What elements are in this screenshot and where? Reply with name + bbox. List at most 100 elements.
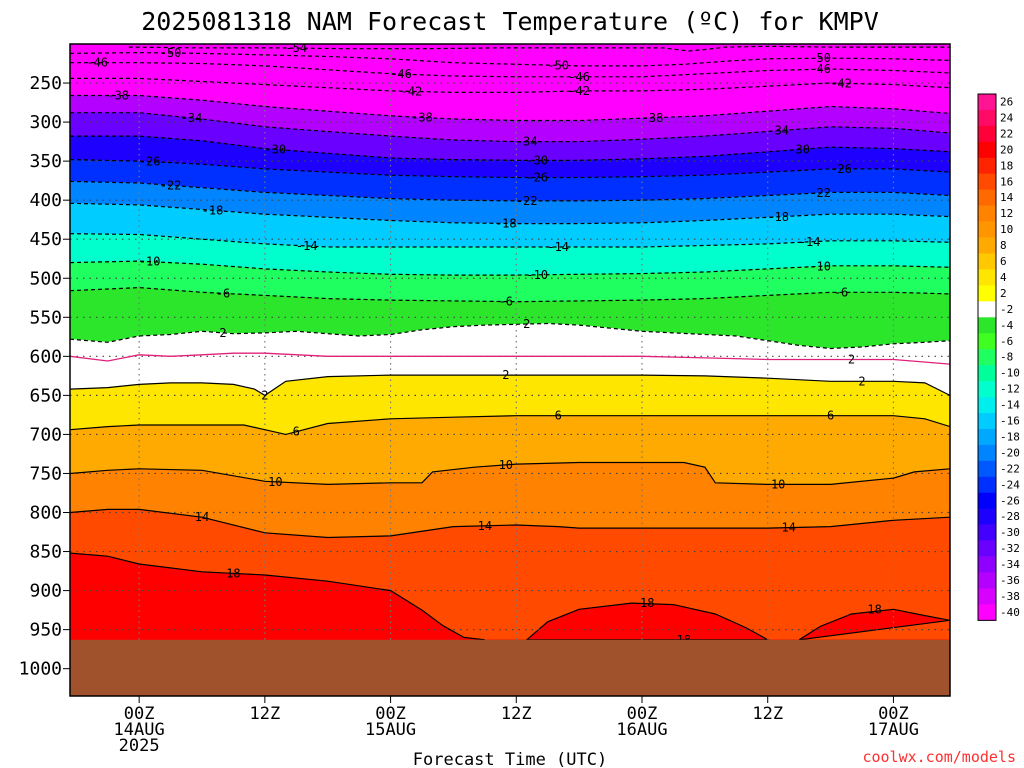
y-tick-label: 950 xyxy=(29,620,62,641)
isotherm-line xyxy=(128,45,950,52)
isotherm-label: 2 xyxy=(502,368,509,382)
colorbar-label: 26 xyxy=(1000,96,1013,109)
isotherm-label: -10 xyxy=(526,268,548,282)
colorbar-swatch xyxy=(978,221,996,238)
colorbar-label: -10 xyxy=(1000,367,1020,380)
colorbar-label: 10 xyxy=(1000,223,1013,236)
isotherm-label: 14 xyxy=(781,521,795,535)
isotherm-label: 6 xyxy=(293,425,300,439)
isotherm-label: 2 xyxy=(261,388,268,402)
colorbar-swatch xyxy=(978,173,996,190)
y-tick-label: 450 xyxy=(29,229,62,250)
colorbar-swatch xyxy=(978,540,996,557)
isotherm-label: -14 xyxy=(547,240,569,254)
colorbar-swatch xyxy=(978,556,996,573)
isotherm-label: 2 xyxy=(858,374,865,388)
y-tick-label: 550 xyxy=(29,307,62,328)
colorbar-label: -26 xyxy=(1000,494,1020,507)
isotherm-label: -18 xyxy=(202,203,224,217)
colorbar-swatch xyxy=(978,508,996,525)
isotherm-label: -50 xyxy=(547,58,569,72)
isotherm-label: 10 xyxy=(499,458,513,472)
plot-area: -54-50-50-50-46-46 -46-46-42 -42-42-38-38-… xyxy=(69,41,951,697)
colorbar-label: 22 xyxy=(1000,127,1013,140)
isotherm-label: 2 xyxy=(523,317,530,331)
colorbar-label: -14 xyxy=(1000,399,1020,412)
colorbar-swatch xyxy=(978,125,996,143)
colorbar-label: 12 xyxy=(1000,207,1013,220)
isotherm-label: 18 xyxy=(226,566,240,580)
colorbar-swatch xyxy=(978,397,996,414)
colorbar-label: -8 xyxy=(1000,351,1013,364)
isotherm-line xyxy=(70,322,950,350)
colorbar: 26 24 22 20 18 16 14 12 10 8 6 4 2 -2 -4 -6 -8 -10 -12 -14 -… xyxy=(977,93,1020,621)
x-tick-label: 12Z xyxy=(501,704,532,724)
colorbar-frame xyxy=(977,93,997,621)
isotherm-label: -38 xyxy=(107,89,129,103)
colorbar-label: -36 xyxy=(1000,574,1020,587)
colorbar-label: -30 xyxy=(1000,526,1020,539)
colorbar-swatch xyxy=(978,333,996,350)
isotherm-label: -42 xyxy=(830,76,852,90)
isotherm-label: -30 xyxy=(526,153,548,167)
colorbar-swatch xyxy=(978,413,996,430)
colorbar-swatch xyxy=(978,237,996,254)
y-tick-label: 850 xyxy=(29,542,62,563)
y-tick-label: 250 xyxy=(29,73,62,94)
isotherm-label: -46 xyxy=(390,67,412,81)
warm-pocket xyxy=(525,602,771,641)
isotherm-label: -26 xyxy=(830,162,852,176)
colorbar-label: -34 xyxy=(1000,558,1020,571)
x-tick-label: 15AUG xyxy=(365,720,416,740)
colorbar-swatch xyxy=(978,349,996,366)
isotherm-label: -18 xyxy=(495,216,517,230)
colorbar-swatch xyxy=(978,205,996,222)
x-tick-label: 00Z xyxy=(878,704,909,724)
isotherm-label: -38 xyxy=(642,111,664,125)
isotherm-label: 10 xyxy=(771,477,785,491)
isotherm-label: -54 xyxy=(285,41,307,55)
isotherm-line xyxy=(70,461,950,486)
isotherm-label: 18 xyxy=(867,602,881,616)
y-tick-label: 800 xyxy=(29,503,62,524)
isotherm-label: 10 xyxy=(268,475,282,489)
colorbar-label: -12 xyxy=(1000,383,1020,396)
colorbar-swatch xyxy=(978,269,996,286)
isotherm-label: 6 xyxy=(827,409,834,423)
isotherm-line xyxy=(70,415,950,436)
credit-text: coolwx.com/models xyxy=(862,748,1016,766)
colorbar-label: -28 xyxy=(1000,510,1020,523)
colorbar-label: -40 xyxy=(1000,606,1020,619)
y-axis: 250 300 350 400 450 500 550 600 650 700 750 800 850 9… xyxy=(19,73,70,680)
colorbar-swatch xyxy=(978,301,996,318)
y-tick-label: 700 xyxy=(29,424,62,445)
colorbar-label: -22 xyxy=(1000,462,1020,475)
isotherm-label: 14 xyxy=(478,519,492,533)
colorbar-swatch xyxy=(978,285,996,302)
y-tick-label: 350 xyxy=(29,151,62,172)
colorbar-swatch xyxy=(978,94,996,111)
isotherm-label: -6 xyxy=(834,285,848,299)
isotherm-label: -34 xyxy=(516,135,538,149)
isotherm-label: -10 xyxy=(139,255,161,269)
colorbar-swatch xyxy=(978,476,996,494)
isotherm-label: -30 xyxy=(264,142,286,156)
x-tick-label: 00Z xyxy=(124,704,155,724)
colorbar-label: 2 xyxy=(1000,287,1007,300)
x-tick-label: 16AUG xyxy=(616,720,667,740)
x-tick-label: 2025 xyxy=(119,736,160,756)
colorbar-label: 16 xyxy=(1000,175,1013,188)
colorbar-swatch xyxy=(978,157,996,175)
isotherm-line xyxy=(70,51,950,67)
colorbar-label: -16 xyxy=(1000,415,1020,428)
isotherm-label: -34 xyxy=(767,124,789,138)
colorbar-label: 8 xyxy=(1000,239,1007,252)
colorbar-label: -6 xyxy=(1000,335,1013,348)
x-tick-label: 00Z xyxy=(627,704,658,724)
isotherm-label: -50 xyxy=(160,46,182,60)
terrain-below-surface xyxy=(70,639,950,696)
isotherm-label: -26 xyxy=(139,155,161,169)
colorbar-swatch xyxy=(978,604,996,621)
isotherm-label: -6 xyxy=(216,286,230,300)
